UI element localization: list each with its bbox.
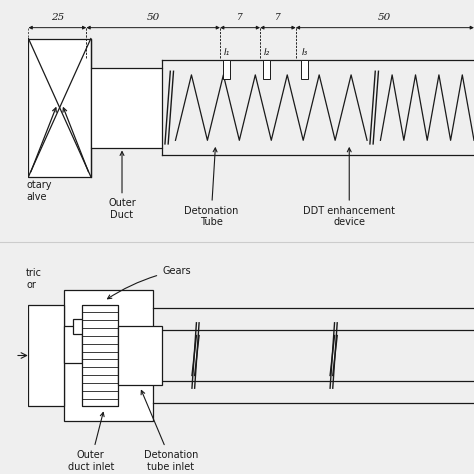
Text: Gears: Gears [108,265,191,299]
Text: 7: 7 [237,13,243,22]
Text: DDT enhancement
device: DDT enhancement device [303,148,395,228]
Text: otary
alve: otary alve [26,180,52,202]
Bar [223,60,230,79]
Text: I₁: I₁ [224,48,230,57]
Bar [64,290,153,421]
Bar [301,60,308,79]
Text: I₂: I₂ [264,48,270,57]
Text: I₃: I₃ [301,48,308,57]
Text: 7: 7 [275,13,281,22]
Bar [28,305,64,406]
Text: Outer
Duct: Outer Duct [108,152,136,220]
Text: tric
or: tric or [26,268,42,290]
Text: 25: 25 [51,13,64,22]
Text: Detonation
Tube: Detonation Tube [184,148,238,228]
Bar [64,327,82,363]
Text: 50: 50 [146,13,160,22]
Bar [118,327,162,384]
Bar [82,305,118,406]
Bar [73,319,86,334]
Text: Outer
duct inlet: Outer duct inlet [68,412,114,472]
Text: 50: 50 [378,13,392,22]
Text: Detonation
tube inlet: Detonation tube inlet [141,391,198,472]
Bar [263,60,270,79]
Bar [91,68,162,147]
Bar [28,38,91,177]
